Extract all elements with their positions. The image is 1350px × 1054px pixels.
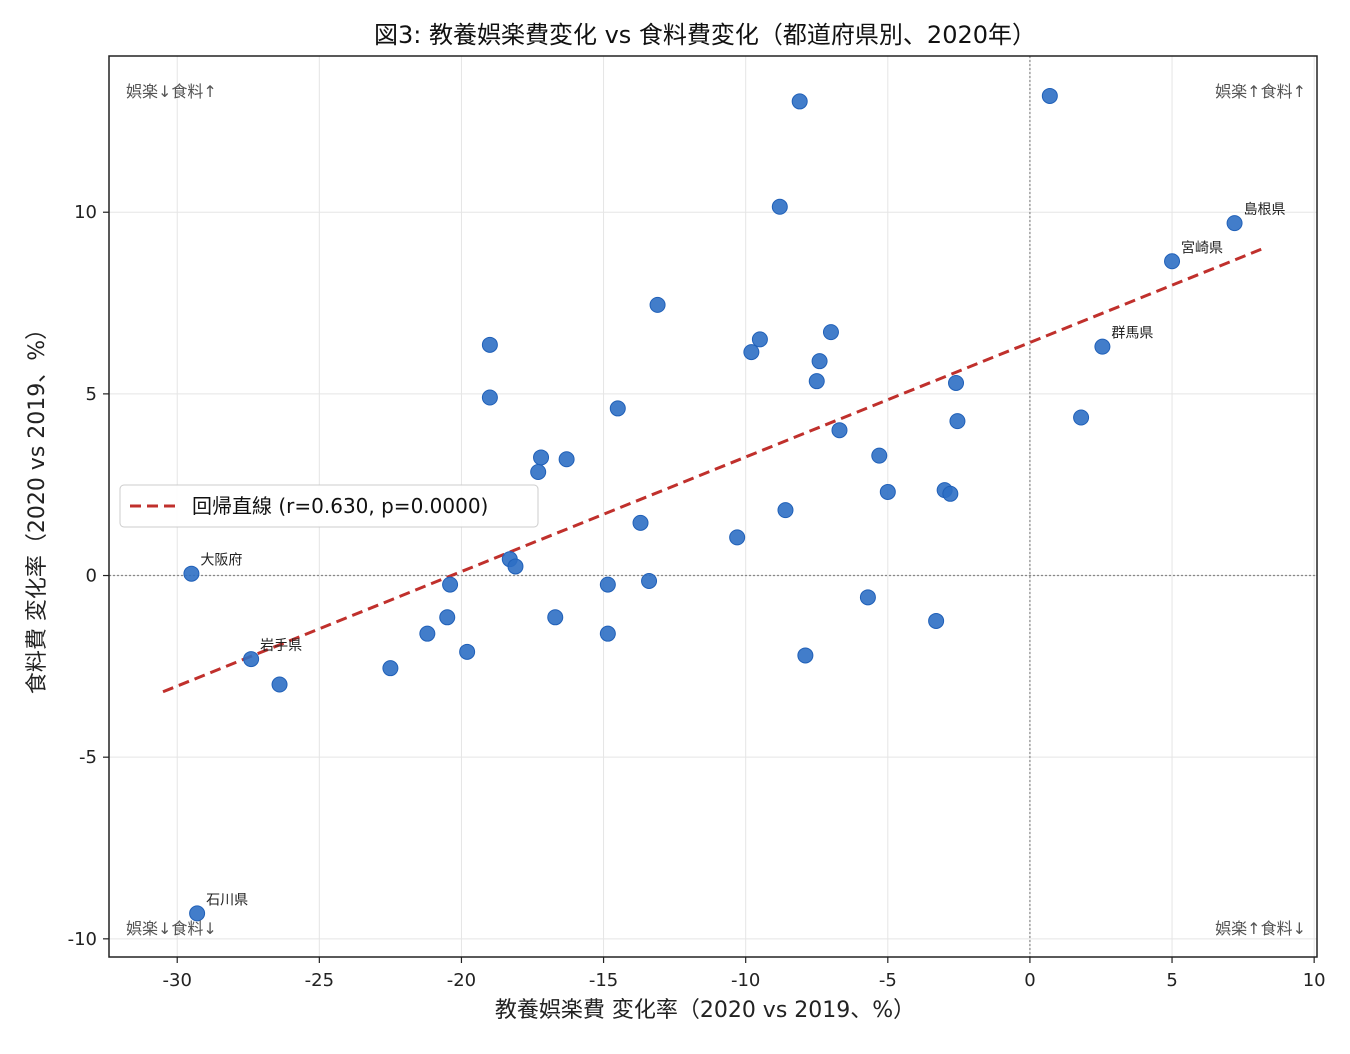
data-point — [481, 336, 498, 353]
x-tick-label: 5 — [1166, 970, 1177, 991]
data-point — [459, 643, 476, 660]
data-point — [811, 353, 828, 370]
data-point — [609, 400, 626, 417]
data-point — [822, 324, 839, 341]
quadrant-label-bottom-left: 娯楽↓食料↓ — [126, 919, 217, 938]
x-tick-label: -5 — [879, 970, 897, 991]
plot-frame — [108, 55, 1318, 958]
data-point — [743, 344, 760, 361]
data-point — [871, 447, 888, 464]
quadrant-label-top-right: 娯楽↑食料↑ — [1215, 82, 1306, 101]
data-point — [1226, 215, 1243, 232]
data-point — [599, 625, 616, 642]
regression-line-group — [162, 247, 1264, 694]
data-point — [1094, 338, 1111, 355]
data-point — [729, 529, 746, 546]
data-point — [530, 463, 547, 480]
data-point — [641, 572, 658, 589]
legend-box — [119, 484, 539, 528]
regression-line — [162, 247, 1264, 694]
data-point — [271, 676, 288, 693]
data-point — [942, 485, 959, 502]
y-tick-label: -5 — [79, 747, 97, 768]
chart-title: 図3: 教養娯楽費変化 vs 食料費変化（都道府県別、2020年） — [374, 21, 1036, 49]
data-point — [419, 625, 436, 642]
quadrant-label-top-left: 娯楽↓食料↑ — [126, 82, 217, 101]
x-tick-label: -10 — [731, 970, 760, 991]
data-point — [632, 514, 649, 531]
x-tick-label: 10 — [1303, 970, 1326, 991]
x-axis-label: 教養娯楽費 変化率（2020 vs 2019、%） — [495, 998, 915, 1023]
data-point — [928, 612, 945, 629]
legend-entry-regression: 回帰直線 (r=0.630, p=0.0000) — [192, 494, 488, 518]
data-point — [831, 422, 848, 439]
data-point — [439, 609, 456, 626]
point-label: 島根県 — [1244, 202, 1286, 218]
data-point — [777, 502, 794, 519]
data-point — [599, 576, 616, 593]
data-point — [481, 389, 498, 406]
y-axis-label: 食料費 変化率（2020 vs 2019、%） — [25, 318, 50, 694]
quadrant-label-bottom-right: 娯楽↑食料↓ — [1215, 919, 1306, 938]
x-tick-label: -20 — [447, 970, 476, 991]
y-tick-label: 10 — [74, 202, 97, 223]
data-point — [808, 373, 825, 390]
data-points — [183, 87, 1243, 922]
data-point — [382, 660, 399, 677]
y-tick-label: 0 — [86, 566, 97, 587]
data-point — [649, 296, 666, 313]
data-point — [879, 483, 896, 500]
data-point — [507, 558, 524, 575]
data-point — [797, 647, 814, 664]
y-tick-label: 5 — [86, 384, 97, 405]
y-tick-label: -10 — [68, 929, 97, 950]
zero-reference-lines — [109, 56, 1317, 957]
data-point — [183, 565, 200, 582]
data-point — [948, 374, 965, 391]
data-point — [442, 576, 459, 593]
legend: 回帰直線 (r=0.630, p=0.0000) — [119, 484, 539, 528]
data-point — [949, 413, 966, 430]
x-tick-label: -25 — [305, 970, 334, 991]
data-point — [547, 609, 564, 626]
data-point — [189, 905, 206, 922]
data-point — [1041, 87, 1058, 104]
point-label: 大阪府 — [200, 553, 242, 569]
point-label: 岩手県 — [260, 638, 302, 654]
data-point — [1164, 253, 1181, 270]
point-label: 群馬県 — [1111, 326, 1153, 342]
x-tick-label: 0 — [1024, 970, 1035, 991]
x-tick-label: -15 — [589, 970, 618, 991]
data-point — [859, 589, 876, 606]
data-point — [558, 451, 575, 468]
data-point — [771, 198, 788, 215]
data-point — [243, 651, 260, 668]
axis-ticks: -30 -25 -20 -15 -10 -5 0 5 10 -10 -5 0 5 10 — [68, 202, 1326, 991]
point-label: 宮崎県 — [1181, 240, 1223, 256]
data-point — [1073, 409, 1090, 426]
data-point — [533, 449, 550, 466]
x-tick-label: -30 — [163, 970, 192, 991]
point-label: 石川県 — [206, 892, 248, 908]
data-point — [791, 93, 808, 110]
data-point — [751, 331, 768, 348]
